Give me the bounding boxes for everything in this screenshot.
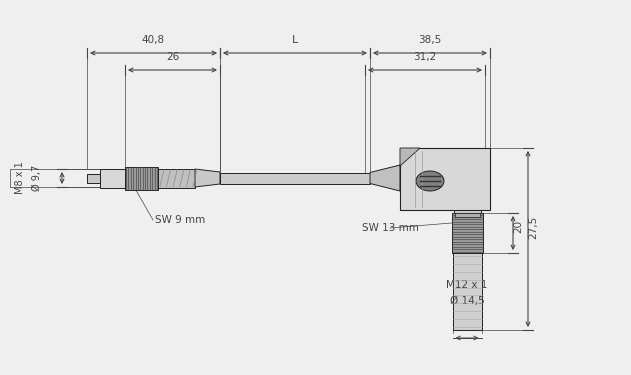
Text: 38,5: 38,5	[418, 35, 442, 45]
Bar	[220, 172, 370, 183]
Text: SW 9 mm: SW 9 mm	[155, 215, 205, 225]
Polygon shape	[400, 148, 420, 166]
Text: SW 13 mm: SW 13 mm	[362, 223, 419, 233]
Bar	[125, 166, 158, 189]
Bar	[400, 148, 490, 210]
Polygon shape	[195, 169, 220, 187]
Text: Ø 9,7: Ø 9,7	[32, 165, 42, 191]
Text: 26: 26	[166, 52, 179, 62]
Bar	[454, 210, 480, 213]
Bar	[454, 213, 480, 217]
Text: 31,2: 31,2	[413, 52, 437, 62]
Bar	[452, 253, 481, 330]
Text: Ø 14,5: Ø 14,5	[450, 296, 485, 306]
Text: L: L	[292, 35, 298, 45]
Bar	[452, 213, 483, 253]
Text: 40,8: 40,8	[142, 35, 165, 45]
Polygon shape	[370, 165, 400, 191]
Ellipse shape	[416, 171, 444, 191]
Text: M12 x 1: M12 x 1	[446, 280, 488, 290]
Text: 27,5: 27,5	[528, 216, 538, 239]
Bar	[100, 168, 125, 188]
Bar	[158, 168, 195, 188]
Text: 20: 20	[513, 220, 523, 233]
Bar	[87, 174, 100, 183]
Text: M8 x 1: M8 x 1	[15, 162, 25, 194]
